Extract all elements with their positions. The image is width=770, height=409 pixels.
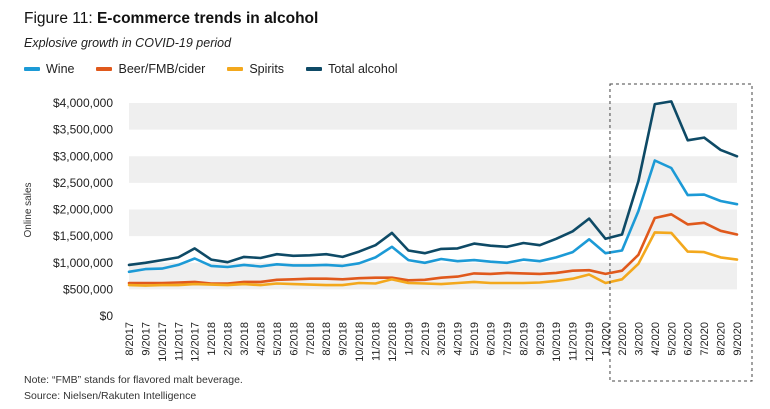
y-tick-label: $2,500,000 (53, 176, 113, 190)
legend-item: Total alcohol (306, 62, 398, 76)
x-tick-label: 7/2018 (305, 322, 317, 356)
x-tick-label: 10/2017 (157, 322, 169, 362)
x-tick-label: 1/2018 (206, 322, 218, 356)
legend-label: Wine (46, 62, 75, 76)
x-tick-label: 8/2018 (321, 322, 333, 356)
x-tick-label: 1/2019 (403, 322, 415, 356)
legend-label: Beer/FMB/cider (118, 62, 206, 76)
legend-swatch (96, 67, 113, 71)
y-tick-label: $1,500,000 (53, 229, 113, 243)
grid-band (129, 209, 737, 237)
legend-swatch (227, 67, 244, 71)
figure-title: E-commerce trends in alcohol (96, 10, 319, 27)
chart-note: Note: “FMB” stands for flavored malt bev… (24, 374, 243, 386)
legend-item: Beer/FMB/cider (96, 62, 205, 76)
grid-band (129, 156, 737, 183)
y-axis-title: Online sales (23, 182, 34, 237)
x-tick-label: 10/2019 (551, 322, 563, 362)
legend-item: Spirits (227, 62, 284, 76)
x-tick-label: 11/2017 (173, 322, 185, 361)
x-tick-label: 9/2020 (732, 322, 744, 356)
y-tick-label: $3,000,000 (53, 149, 113, 163)
x-tick-label: 9/2017 (140, 322, 152, 356)
x-tick-label: 9/2019 (535, 322, 547, 356)
legend-swatch (24, 67, 40, 71)
series-line-beer-fmb-cider (127, 213, 739, 285)
x-tick-label: 3/2019 (436, 322, 448, 356)
x-tick-label: 5/2018 (272, 322, 284, 356)
chart-legend: Wine Beer/FMB/cider Spirits Total alcohol (24, 62, 420, 76)
covid-period-highlight-box (609, 83, 753, 382)
x-tick-label: 8/2019 (518, 322, 530, 356)
x-tick-label: 11/2018 (370, 322, 382, 361)
legend-label: Total alcohol (328, 62, 398, 76)
chart-title: Figure 11: E-commerce trends in alcohol (24, 10, 318, 28)
x-tick-label: 7/2019 (502, 322, 514, 356)
y-tick-label: $2,000,000 (53, 203, 113, 217)
grid-band (129, 103, 737, 130)
x-tick-label: 8/2020 (716, 322, 728, 356)
y-tick-label: $0 (100, 309, 114, 323)
x-tick-label: 2/2019 (420, 322, 432, 356)
legend-label: Spirits (249, 62, 285, 76)
chart-source: Source: Nielsen/Rakuten Intelligence (24, 390, 197, 402)
y-tick-label: $3,500,000 (53, 123, 113, 137)
x-tick-label: 6/2019 (486, 322, 498, 356)
x-tick-label: 3/2020 (633, 322, 645, 356)
x-tick-label: 9/2018 (338, 322, 350, 356)
x-tick-label: 1/2020 (601, 322, 613, 356)
x-tick-label: 5/2019 (469, 322, 481, 356)
x-tick-label: 2/2018 (223, 322, 235, 356)
x-tick-label: 3/2018 (239, 322, 251, 356)
x-tick-label: 4/2018 (255, 322, 267, 356)
figure-label: Figure 11: (24, 10, 93, 27)
legend-item: Wine (24, 62, 74, 76)
x-tick-label: 5/2020 (666, 322, 678, 356)
x-tick-label: 2/2020 (617, 322, 629, 356)
x-tick-label: 8/2017 (124, 322, 136, 356)
y-tick-label: $500,000 (63, 282, 113, 296)
series-line-wine (127, 159, 739, 274)
x-tick-label: 7/2020 (699, 322, 711, 356)
x-tick-label: 4/2019 (453, 322, 465, 356)
x-tick-label: 12/2018 (387, 322, 399, 362)
series-line-spirits (127, 231, 739, 287)
x-tick-label: 6/2020 (683, 322, 695, 356)
x-tick-label: 10/2018 (354, 322, 366, 362)
y-tick-label: $1,000,000 (53, 256, 113, 270)
x-tick-label: 6/2018 (288, 322, 300, 356)
legend-swatch (306, 67, 323, 71)
x-tick-label: 4/2020 (650, 322, 662, 356)
x-tick-label: 12/2019 (584, 322, 596, 362)
chart-subtitle: Explosive growth in COVID-19 period (24, 36, 232, 50)
y-tick-label: $4,000,000 (53, 96, 113, 110)
series-line-total-alcohol (127, 100, 739, 267)
x-tick-label: 11/2019 (568, 322, 580, 361)
x-tick-label: 12/2017 (190, 322, 202, 362)
